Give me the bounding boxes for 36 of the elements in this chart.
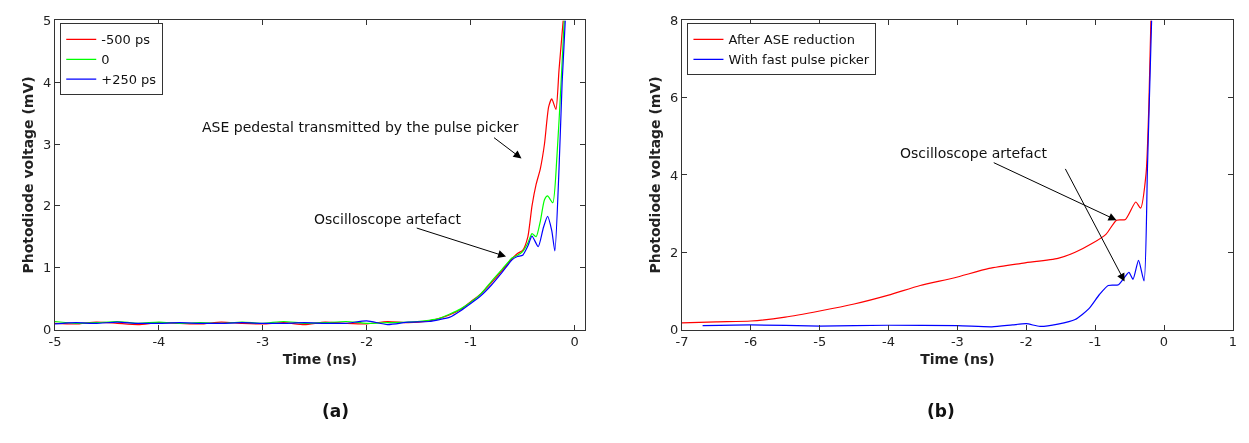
x-axis-title: Time (ns)	[282, 351, 358, 368]
x-tick-label: -4	[882, 334, 896, 350]
legend-label: With fast pulse picker	[728, 52, 870, 68]
x-tick-label: 0	[1159, 334, 1169, 350]
y-tick-label: 3	[43, 136, 52, 152]
x-tick-label: -5	[813, 334, 827, 350]
annotation: Oscilloscope artefact	[900, 145, 1048, 161]
y-tick-label: 8	[670, 12, 679, 28]
text: (a)	[322, 401, 350, 421]
y-tick-label: 4	[43, 74, 52, 90]
x-tick-label: -6	[744, 334, 758, 350]
legend-label: After ASE reduction	[728, 32, 855, 48]
x-tick-label: 1	[1228, 334, 1237, 350]
y-tick-label: 2	[670, 244, 679, 260]
x-tick-label: -1	[1088, 334, 1102, 350]
x-tick-label: -4	[152, 334, 166, 350]
x-tick-label: -3	[256, 334, 270, 350]
annotation: Oscilloscope artefact	[314, 211, 462, 227]
x-tick-label: -3	[950, 334, 964, 350]
x-tick-label: 0	[570, 334, 579, 350]
y-tick-label: 6	[670, 90, 679, 106]
text: (b)	[927, 401, 955, 421]
x-axis-title: Time (ns)	[920, 351, 995, 368]
annotation: ASE pedestal transmitted by the pulse picker	[202, 119, 519, 135]
legend-label: 0	[101, 52, 110, 68]
y-tick-label: 2	[43, 198, 52, 214]
legend-label: +250 ps	[101, 72, 157, 88]
y-axis-title: Photodiode voltage (mV)	[19, 76, 36, 274]
x-tick-label: -2	[360, 334, 374, 350]
x-tick-label: -1	[464, 334, 478, 350]
y-axis-title: Photodiode voltage (mV)	[646, 76, 663, 274]
y-tick-label: 5	[43, 12, 52, 28]
y-tick-label: 4	[670, 167, 679, 183]
y-tick-label: 1	[43, 260, 52, 276]
legend-label: -500 ps	[101, 32, 151, 48]
x-tick-label: -2	[1019, 334, 1033, 350]
